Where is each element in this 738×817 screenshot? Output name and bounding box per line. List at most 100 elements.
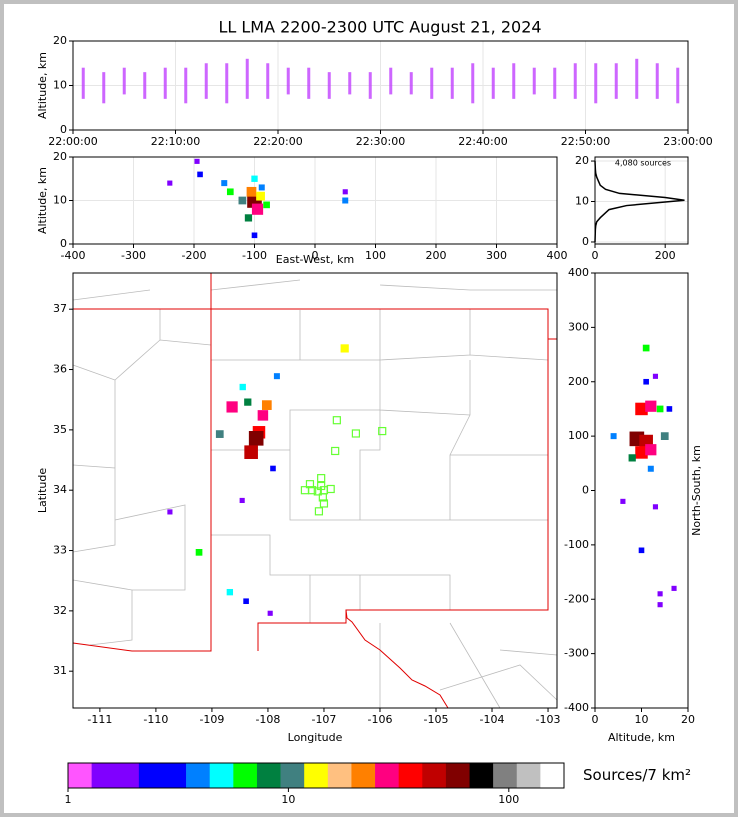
source-cluster <box>671 585 677 591</box>
colorbar-segment <box>493 763 518 788</box>
x-tick-label: -105 <box>424 713 449 726</box>
x-tick-label: 22:40:00 <box>458 135 507 148</box>
source-cluster <box>221 180 228 187</box>
source-streak <box>266 63 270 99</box>
source-cluster <box>267 610 273 616</box>
station <box>313 487 322 496</box>
x-tick-label: 300 <box>486 249 507 262</box>
x-tick-label: 0 <box>592 713 599 726</box>
colorbar-segment <box>375 763 399 788</box>
x-tick-label: 10 <box>635 713 649 726</box>
source-cluster <box>261 400 272 410</box>
x-tick-label: -110 <box>143 713 168 726</box>
map-borders <box>72 273 558 709</box>
source-streak <box>368 72 372 99</box>
station <box>305 480 315 489</box>
station <box>326 484 335 494</box>
colorbar-segment <box>469 763 494 788</box>
source-cluster <box>660 432 669 440</box>
y-tick-label: 10 <box>575 195 589 208</box>
source-cluster <box>197 171 203 178</box>
y-tick-label: 37 <box>53 302 67 315</box>
source-streak <box>163 67 167 99</box>
x-tick-label: 100 <box>498 793 519 806</box>
x-tick-label: -103 <box>536 713 561 726</box>
colorbar-segment <box>351 763 376 788</box>
colorbar-segment <box>445 763 470 788</box>
source-cluster <box>652 373 659 379</box>
x-tick-label: 22:30:00 <box>356 135 405 148</box>
source-streak <box>327 72 331 99</box>
source-streak <box>225 63 229 104</box>
source-cluster <box>251 232 258 239</box>
source-streak <box>676 67 680 104</box>
x-axis-label: East-West, km <box>276 253 354 266</box>
source-streak <box>430 67 434 99</box>
source-streak <box>450 67 454 99</box>
station <box>332 416 341 425</box>
colorbar-segment <box>516 763 541 788</box>
source-cluster <box>610 433 617 440</box>
x-tick-label: 0 <box>312 249 319 262</box>
source-streak <box>245 58 249 99</box>
source-cluster <box>244 398 252 406</box>
source-cluster <box>167 180 173 186</box>
y-tick-label: 36 <box>53 363 67 376</box>
y-tick-label: -200 <box>564 592 589 605</box>
altitude-histogram <box>594 161 685 242</box>
x-tick-label: -111 <box>87 713 112 726</box>
source-cluster <box>645 400 657 412</box>
colorbar-segment <box>162 763 187 788</box>
source-streak <box>204 63 208 99</box>
source-streak <box>594 63 598 104</box>
station <box>318 493 327 502</box>
station <box>319 499 329 508</box>
x-tick-label: 22:00:00 <box>48 135 97 148</box>
source-streak <box>122 67 126 95</box>
source-streak <box>143 72 147 99</box>
station <box>314 507 324 516</box>
source-cluster <box>340 344 349 353</box>
panel-frame <box>72 40 689 131</box>
panel-frame <box>67 762 565 789</box>
y-axis-label: North-South, km <box>690 445 703 536</box>
station <box>351 429 360 438</box>
source-cluster <box>666 406 673 412</box>
colorbar-label: Sources/7 km² <box>583 766 691 784</box>
source-cluster <box>256 191 265 201</box>
source-streak <box>102 72 106 104</box>
source-cluster <box>226 188 234 196</box>
y-tick-label: 0 <box>582 235 589 248</box>
source-cluster <box>248 431 264 446</box>
colorbar-segment <box>422 763 447 788</box>
y-tick-label: 20 <box>53 34 67 47</box>
y-tick-label: 200 <box>568 375 589 388</box>
source-cluster <box>642 344 650 352</box>
source-streak <box>307 67 311 99</box>
y-tick-label: 400 <box>568 266 589 279</box>
plot-area <box>594 161 685 242</box>
x-tick-label: -200 <box>182 249 207 262</box>
source-cluster <box>195 549 203 556</box>
x-tick-label: 400 <box>547 249 568 262</box>
source-cluster <box>243 598 249 605</box>
source-streak <box>409 72 413 95</box>
source-cluster <box>263 201 270 209</box>
x-axis-label: Longitude <box>288 731 343 744</box>
x-tick-label: 200 <box>426 249 447 262</box>
panel-frame <box>594 156 689 245</box>
x-tick-label: -300 <box>121 249 146 262</box>
source-cluster <box>239 383 246 391</box>
source-streak <box>553 67 557 99</box>
source-cluster <box>657 591 663 597</box>
source-cluster <box>215 430 224 438</box>
source-cluster <box>628 454 636 462</box>
colorbar-segment <box>398 763 423 788</box>
colorbar-segment <box>138 763 163 788</box>
colorbar-segment <box>115 763 140 788</box>
y-tick-label: 0 <box>582 484 589 497</box>
source-cluster <box>635 402 648 416</box>
chart-title: LL LMA 2200-2300 UTC August 21, 2024 <box>218 18 541 37</box>
source-cluster <box>239 497 245 504</box>
